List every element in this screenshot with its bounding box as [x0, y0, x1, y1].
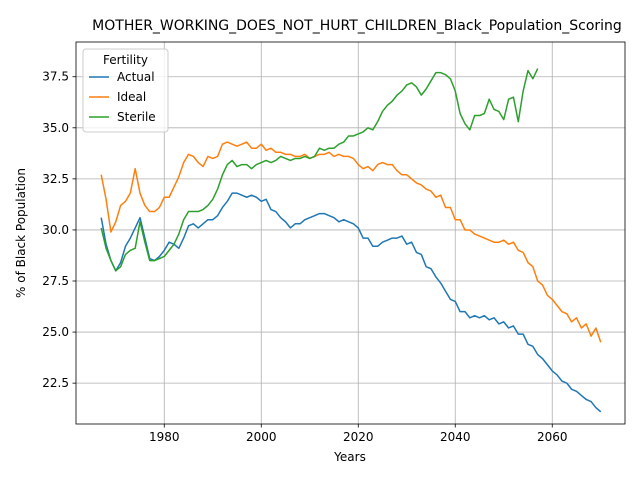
legend-title: Fertility [103, 53, 148, 67]
x-tick-label: 2020 [343, 430, 374, 444]
x-tick-label: 2060 [537, 430, 568, 444]
y-axis: 22.5 25.0 27.5 30.0 32.5 35.0 37.5 [42, 70, 76, 390]
x-axis: 1980 2000 2020 2040 2060 [149, 424, 568, 444]
series-layer [100, 68, 602, 413]
chart-title: MOTHER_WORKING_DOES_NOT_HURT_CHILDREN_Bl… [92, 18, 622, 34]
y-tick-label: 27.5 [42, 274, 69, 288]
legend-label-sterile: Sterile [117, 110, 156, 124]
plot-frame [75, 41, 626, 425]
y-tick-label: 25.0 [42, 325, 69, 339]
x-tick-label: 2040 [440, 430, 471, 444]
series-line-actual [100, 192, 602, 413]
series-line-ideal [100, 141, 602, 343]
y-tick-label: 37.5 [42, 70, 69, 84]
legend-label-actual: Actual [117, 70, 155, 84]
y-tick-label: 22.5 [42, 376, 69, 390]
legend-label-ideal: Ideal [117, 90, 146, 104]
legend-box [82, 48, 169, 133]
x-tick-label: 2000 [246, 430, 277, 444]
x-axis-label: Years [333, 450, 366, 464]
y-tick-label: 32.5 [42, 172, 69, 186]
legend: Fertility Actual Ideal Sterile [82, 48, 169, 133]
y-axis-label: % of Black Population [14, 168, 28, 298]
y-tick-label: 35.0 [42, 121, 69, 135]
series-line-sterile [100, 68, 539, 272]
x-tick-label: 1980 [149, 430, 180, 444]
y-tick-label: 30.0 [42, 223, 69, 237]
